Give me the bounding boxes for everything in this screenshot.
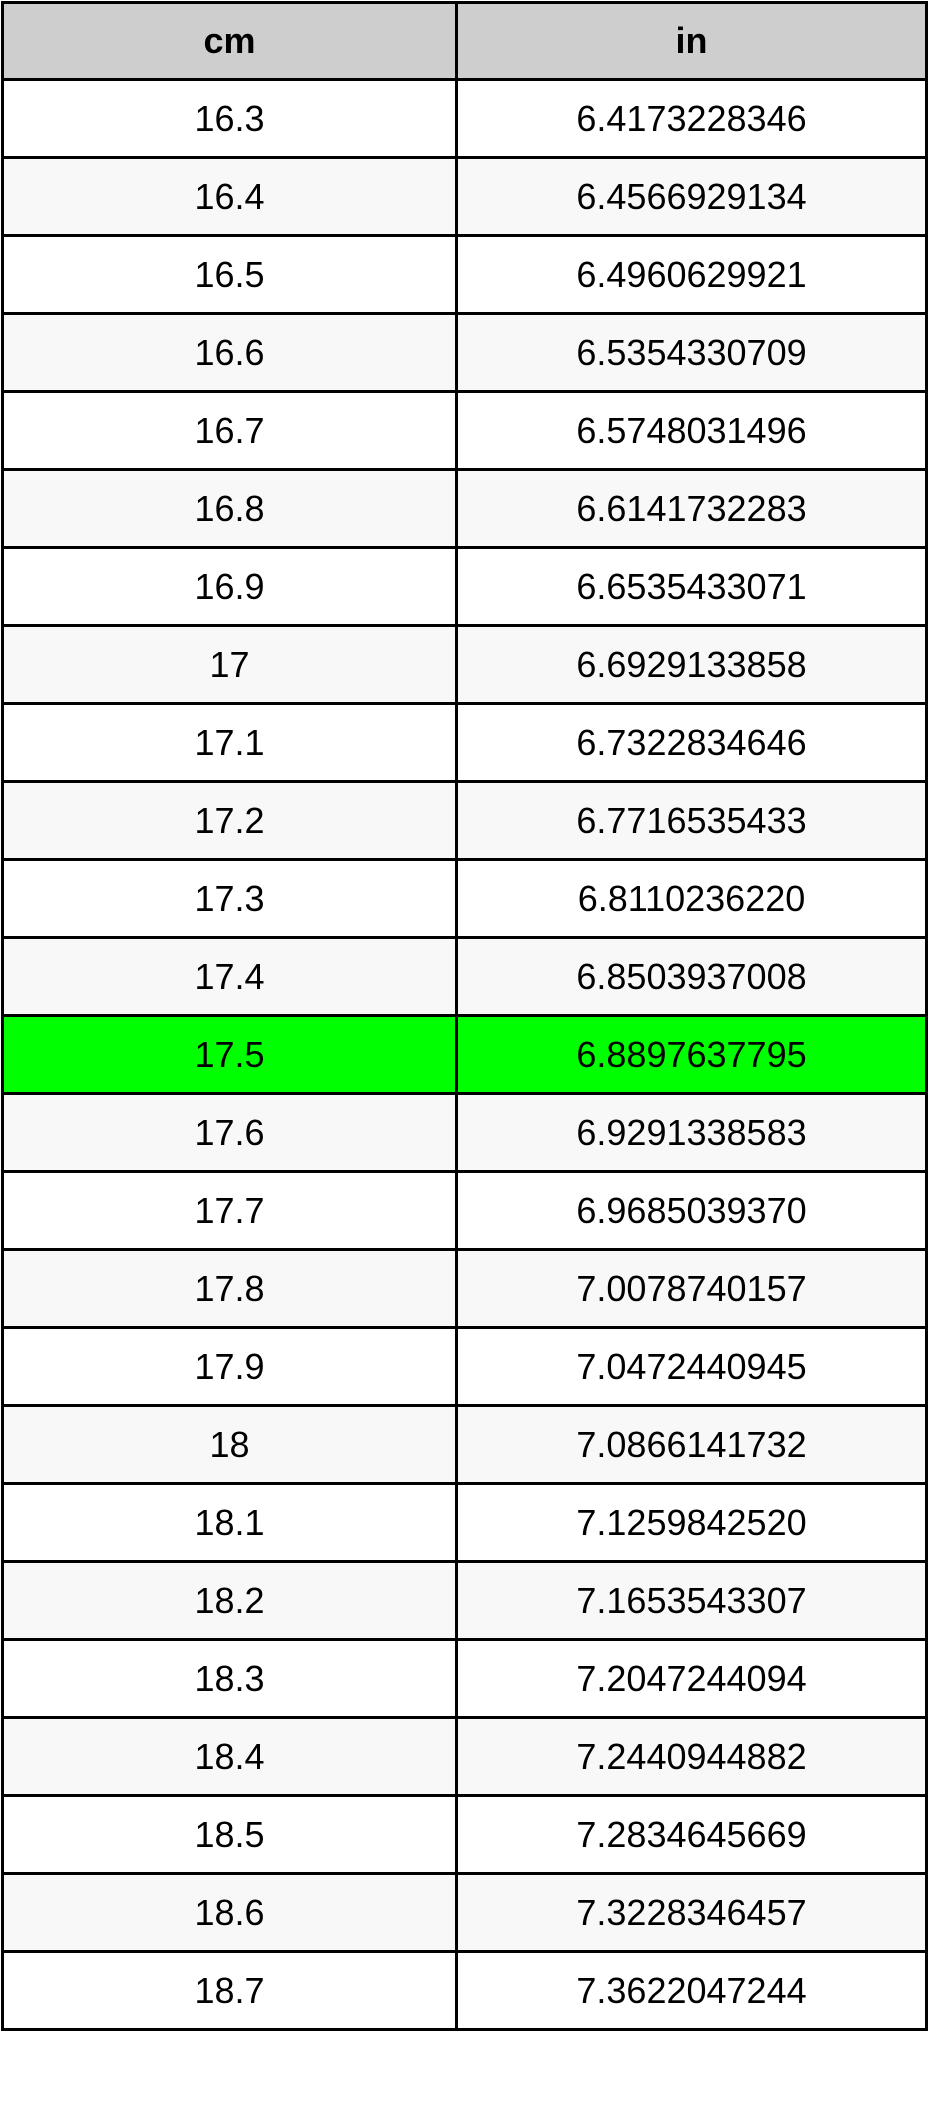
cell-in: 6.4173228346 [455, 78, 928, 159]
table-row: 16.8 6.6141732283 [1, 468, 928, 549]
table-row: 16.7 6.5748031496 [1, 390, 928, 471]
cell-cm: 16.5 [1, 234, 458, 315]
cell-in: 7.0472440945 [455, 1326, 928, 1407]
cell-cm: 16.8 [1, 468, 458, 549]
table-row: 17.2 6.7716535433 [1, 780, 928, 861]
table-row: 16.3 6.4173228346 [1, 78, 928, 159]
table-row: 17.8 7.0078740157 [1, 1248, 928, 1329]
table-row: 18.3 7.2047244094 [1, 1638, 928, 1719]
cell-in: 7.1653543307 [455, 1560, 928, 1641]
table-row: 16.4 6.4566929134 [1, 156, 928, 237]
header-in: in [455, 1, 928, 81]
cell-in: 6.4566929134 [455, 156, 928, 237]
cell-in: 6.6535433071 [455, 546, 928, 627]
cell-in: 7.3228346457 [455, 1872, 928, 1953]
table-row: 16.9 6.6535433071 [1, 546, 928, 627]
table-row: 16.5 6.4960629921 [1, 234, 928, 315]
cell-in: 7.3622047244 [455, 1950, 928, 2031]
cell-cm: 16.6 [1, 312, 458, 393]
cell-in: 6.6929133858 [455, 624, 928, 705]
table-row: 17 6.6929133858 [1, 624, 928, 705]
cell-cm: 17.7 [1, 1170, 458, 1251]
cell-in: 6.6141732283 [455, 468, 928, 549]
cell-cm: 17.5 [1, 1014, 458, 1095]
cell-in: 7.2047244094 [455, 1638, 928, 1719]
table-row: 17.1 6.7322834646 [1, 702, 928, 783]
table-row: 17.3 6.8110236220 [1, 858, 928, 939]
cell-in: 6.5354330709 [455, 312, 928, 393]
cell-cm: 18.1 [1, 1482, 458, 1563]
table-row: 18 7.0866141732 [1, 1404, 928, 1485]
cell-in: 6.8897637795 [455, 1014, 928, 1095]
cell-cm: 17.9 [1, 1326, 458, 1407]
cell-cm: 18 [1, 1404, 458, 1485]
table-row: 17.4 6.8503937008 [1, 936, 928, 1017]
cell-cm: 18.5 [1, 1794, 458, 1875]
cell-cm: 16.4 [1, 156, 458, 237]
table-row: 18.2 7.1653543307 [1, 1560, 928, 1641]
cell-in: 6.9291338583 [455, 1092, 928, 1173]
table-row: 16.6 6.5354330709 [1, 312, 928, 393]
cell-cm: 18.3 [1, 1638, 458, 1719]
cell-cm: 17.6 [1, 1092, 458, 1173]
cell-cm: 16.3 [1, 78, 458, 159]
cell-cm: 17 [1, 624, 458, 705]
table-row: 17.7 6.9685039370 [1, 1170, 928, 1251]
cell-cm: 18.7 [1, 1950, 458, 2031]
cell-cm: 17.2 [1, 780, 458, 861]
cell-in: 7.1259842520 [455, 1482, 928, 1563]
cell-cm: 18.2 [1, 1560, 458, 1641]
cell-cm: 17.8 [1, 1248, 458, 1329]
header-cm: cm [1, 1, 458, 81]
table-row: 17.9 7.0472440945 [1, 1326, 928, 1407]
cell-cm: 16.9 [1, 546, 458, 627]
cell-cm: 18.4 [1, 1716, 458, 1797]
cell-cm: 18.6 [1, 1872, 458, 1953]
cell-in: 6.8110236220 [455, 858, 928, 939]
cell-in: 6.8503937008 [455, 936, 928, 1017]
cell-in: 7.0866141732 [455, 1404, 928, 1485]
table-row-highlighted: 17.5 6.8897637795 [1, 1014, 928, 1095]
cell-in: 7.0078740157 [455, 1248, 928, 1329]
header-row: cm in [1, 1, 928, 81]
cell-cm: 17.1 [1, 702, 458, 783]
table-row: 18.4 7.2440944882 [1, 1716, 928, 1797]
table-row: 18.1 7.1259842520 [1, 1482, 928, 1563]
cell-cm: 17.4 [1, 936, 458, 1017]
table-row: 18.6 7.3228346457 [1, 1872, 928, 1953]
table-row: 17.6 6.9291338583 [1, 1092, 928, 1173]
table-row: 18.7 7.3622047244 [1, 1950, 928, 2031]
cell-in: 7.2834645669 [455, 1794, 928, 1875]
cell-cm: 16.7 [1, 390, 458, 471]
cell-in: 6.4960629921 [455, 234, 928, 315]
conversion-table: cm in 16.3 6.4173228346 16.4 6.4566929134 16… [1, 1, 928, 2031]
cell-in: 6.7322834646 [455, 702, 928, 783]
cell-in: 7.2440944882 [455, 1716, 928, 1797]
cell-in: 6.7716535433 [455, 780, 928, 861]
cell-in: 6.5748031496 [455, 390, 928, 471]
cell-cm: 17.3 [1, 858, 458, 939]
cell-in: 6.9685039370 [455, 1170, 928, 1251]
table-row: 18.5 7.2834645669 [1, 1794, 928, 1875]
